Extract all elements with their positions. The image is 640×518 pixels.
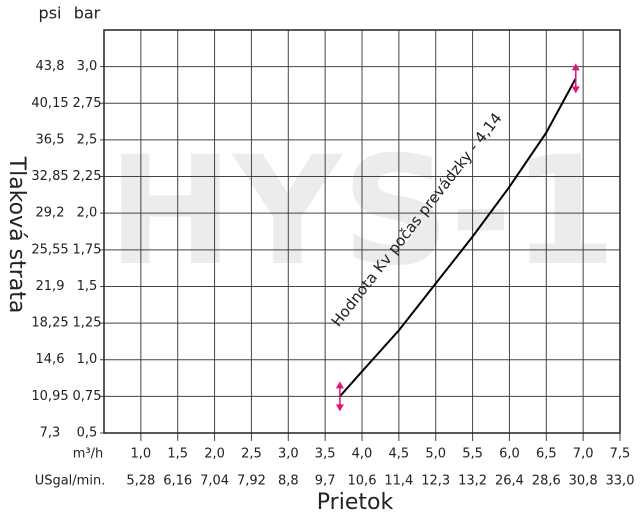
y-axis-title: Tlaková strata bbox=[4, 156, 29, 314]
y2-tick-label: 25,55 bbox=[31, 242, 68, 257]
x-tick-label: 4,5 bbox=[389, 447, 410, 462]
x2-tick-label: 12,3 bbox=[421, 474, 450, 489]
x-tick-label: 6,0 bbox=[499, 447, 520, 462]
x-tick-label: 7,5 bbox=[610, 447, 631, 462]
y-unit: bar bbox=[74, 4, 101, 23]
x2-unit: USgal/min. bbox=[35, 474, 106, 489]
x2-tick-label: 5,28 bbox=[126, 474, 155, 489]
x-tick-label: 4,0 bbox=[352, 447, 373, 462]
x-tick-label: 3,0 bbox=[278, 447, 299, 462]
x2-tick-label: 10,6 bbox=[348, 474, 377, 489]
y-tick-label: 2,5 bbox=[77, 132, 98, 147]
x2-tick-label: 11,4 bbox=[384, 474, 413, 489]
y-tick-label: 1,75 bbox=[73, 242, 102, 257]
endpoint-marker bbox=[335, 381, 344, 412]
x-tick-label: 2,0 bbox=[204, 447, 225, 462]
x-axis-title: Prietok bbox=[317, 490, 394, 515]
data-line bbox=[339, 77, 577, 398]
x-unit: m³/h bbox=[73, 447, 104, 462]
x-tick-label: 1,5 bbox=[167, 447, 188, 462]
y2-tick-label: 36,5 bbox=[36, 132, 65, 147]
plot-frame bbox=[103, 29, 621, 434]
x-tick-label: 7,0 bbox=[573, 447, 594, 462]
y2-tick-label: 40,15 bbox=[31, 96, 68, 111]
x-tick-label: 5,5 bbox=[462, 447, 483, 462]
y-tick-label: 1,25 bbox=[73, 316, 102, 331]
x2-tick-label: 26,4 bbox=[495, 474, 524, 489]
y2-unit: psi bbox=[39, 4, 62, 23]
y2-tick-label: 29,2 bbox=[36, 206, 65, 221]
endpoint-marker bbox=[571, 63, 580, 94]
y-tick-label: 1,5 bbox=[77, 279, 98, 294]
y2-tick-label: 18,25 bbox=[31, 316, 68, 331]
x-tick-label: 6,5 bbox=[536, 447, 557, 462]
y-tick-label: 0,5 bbox=[77, 426, 98, 441]
x2-tick-label: 33,0 bbox=[606, 474, 635, 489]
x-tick-label: 1,0 bbox=[131, 447, 152, 462]
x2-tick-label: 6,16 bbox=[163, 474, 192, 489]
y2-tick-label: 32,85 bbox=[31, 169, 68, 184]
y-tick-label: 2,0 bbox=[77, 206, 98, 221]
y-tick-label: 0,75 bbox=[73, 389, 102, 404]
x2-tick-label: 28,6 bbox=[532, 474, 561, 489]
y2-tick-label: 21,9 bbox=[36, 279, 65, 294]
y-tick-label: 2,25 bbox=[73, 169, 102, 184]
x2-tick-label: 13,2 bbox=[458, 474, 487, 489]
y2-tick-label: 7,3 bbox=[40, 426, 61, 441]
x2-tick-label: 7,04 bbox=[200, 474, 229, 489]
y-tick-label: 2,75 bbox=[73, 96, 102, 111]
y-tick-label: 1,0 bbox=[77, 352, 98, 367]
y2-tick-label: 43,8 bbox=[36, 59, 65, 74]
x-tick-label: 2,5 bbox=[241, 447, 262, 462]
x-tick-label: 3,5 bbox=[315, 447, 336, 462]
y-tick-label: 3,0 bbox=[77, 59, 98, 74]
y2-tick-label: 14,6 bbox=[36, 352, 65, 367]
x-tick-label: 5,0 bbox=[425, 447, 446, 462]
x2-tick-label: 8,8 bbox=[278, 474, 299, 489]
y2-tick-label: 10,95 bbox=[31, 389, 68, 404]
x2-tick-label: 9,7 bbox=[315, 474, 336, 489]
x2-tick-label: 30,8 bbox=[569, 474, 598, 489]
x2-tick-label: 7,92 bbox=[237, 474, 266, 489]
